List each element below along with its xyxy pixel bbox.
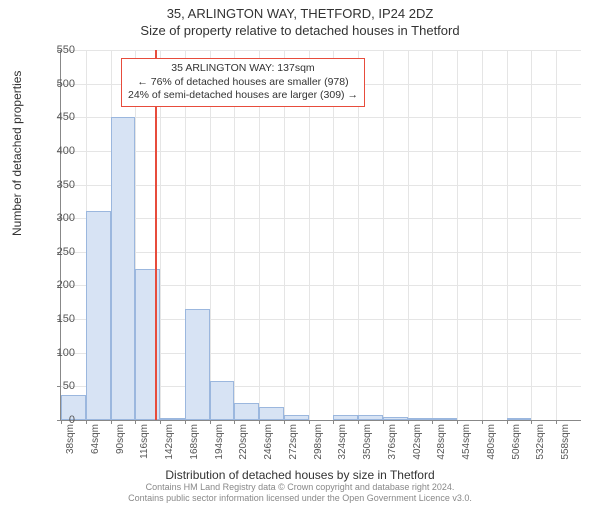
histogram-bar (432, 418, 457, 420)
xtick-label: 116sqm (139, 424, 150, 459)
xtick-mark (482, 420, 483, 424)
xtick-mark (234, 420, 235, 424)
gridline-h (61, 185, 581, 186)
xtick-label: 38sqm (65, 424, 76, 454)
ytick-label: 200 (25, 279, 75, 291)
histogram-bar (507, 418, 532, 420)
xtick-mark (383, 420, 384, 424)
xtick-label: 558sqm (560, 424, 571, 460)
gridline-v (457, 50, 458, 420)
footer-line1: Contains HM Land Registry data © Crown c… (0, 482, 600, 493)
x-axis-label: Distribution of detached houses by size … (0, 468, 600, 482)
xtick-label: 428sqm (436, 424, 447, 460)
annotation-box: 35 ARLINGTON WAY: 137sqm← 76% of detache… (121, 58, 365, 107)
xtick-mark (531, 420, 532, 424)
xtick-mark (86, 420, 87, 424)
histogram-bar (210, 381, 235, 420)
xtick-label: 168sqm (189, 424, 200, 460)
xtick-label: 532sqm (535, 424, 546, 460)
histogram-bar (234, 403, 259, 420)
annotation-line3: 24% of semi-detached houses are larger (… (128, 89, 358, 103)
xtick-mark (185, 420, 186, 424)
gridline-h (61, 151, 581, 152)
xtick-mark (507, 420, 508, 424)
histogram-bar (259, 407, 284, 420)
xtick-mark (111, 420, 112, 424)
title-line1: 35, ARLINGTON WAY, THETFORD, IP24 2DZ (0, 6, 600, 21)
xtick-label: 64sqm (90, 424, 101, 454)
annotation-line1: 35 ARLINGTON WAY: 137sqm (128, 62, 358, 76)
gridline-h (61, 50, 581, 51)
ytick-label: 150 (25, 313, 75, 325)
gridline-v (482, 50, 483, 420)
xtick-label: 376sqm (387, 424, 398, 460)
gridline-v (383, 50, 384, 420)
xtick-mark (309, 420, 310, 424)
footer-line2: Contains public sector information licen… (0, 493, 600, 504)
xtick-label: 298sqm (313, 424, 324, 460)
xtick-label: 272sqm (288, 424, 299, 460)
xtick-mark (333, 420, 334, 424)
xtick-mark (210, 420, 211, 424)
xtick-mark (160, 420, 161, 424)
xtick-label: 350sqm (362, 424, 373, 460)
gridline-h (61, 252, 581, 253)
ytick-label: 550 (25, 44, 75, 56)
gridline-v (556, 50, 557, 420)
histogram-bar (185, 309, 210, 420)
xtick-label: 194sqm (214, 424, 225, 460)
xtick-label: 142sqm (164, 424, 175, 460)
footer-attribution: Contains HM Land Registry data © Crown c… (0, 482, 600, 504)
xtick-mark (284, 420, 285, 424)
plot-region: 38sqm64sqm90sqm116sqm142sqm168sqm194sqm2… (60, 50, 581, 421)
xtick-label: 454sqm (461, 424, 472, 460)
xtick-label: 246sqm (263, 424, 274, 460)
xtick-label: 220sqm (238, 424, 249, 460)
xtick-mark (358, 420, 359, 424)
histogram-bar (284, 415, 309, 420)
gridline-h (61, 218, 581, 219)
histogram-bar (333, 415, 358, 420)
y-axis-label: Number of detached properties (10, 71, 24, 236)
gridline-v (531, 50, 532, 420)
histogram-bar (111, 117, 136, 420)
histogram-bar (358, 415, 383, 420)
ytick-label: 500 (25, 78, 75, 90)
xtick-label: 506sqm (511, 424, 522, 460)
gridline-h (61, 117, 581, 118)
histogram-bar (383, 417, 408, 420)
ytick-label: 100 (25, 347, 75, 359)
xtick-label: 480sqm (486, 424, 497, 460)
gridline-v (432, 50, 433, 420)
ytick-label: 50 (25, 380, 75, 392)
ytick-label: 350 (25, 179, 75, 191)
title-line2: Size of property relative to detached ho… (0, 23, 600, 38)
ytick-label: 250 (25, 246, 75, 258)
xtick-label: 402sqm (412, 424, 423, 460)
ytick-label: 300 (25, 212, 75, 224)
xtick-mark (408, 420, 409, 424)
histogram-bar (408, 418, 433, 420)
xtick-mark (457, 420, 458, 424)
ytick-label: 400 (25, 145, 75, 157)
xtick-label: 90sqm (115, 424, 126, 454)
xtick-mark (259, 420, 260, 424)
xtick-mark (556, 420, 557, 424)
xtick-mark (135, 420, 136, 424)
histogram-bar (160, 418, 185, 420)
gridline-v (408, 50, 409, 420)
gridline-v (507, 50, 508, 420)
ytick-label: 450 (25, 111, 75, 123)
annotation-line2: ← 76% of detached houses are smaller (97… (128, 76, 358, 90)
chart-area: 38sqm64sqm90sqm116sqm142sqm168sqm194sqm2… (60, 50, 580, 420)
xtick-mark (432, 420, 433, 424)
xtick-label: 324sqm (337, 424, 348, 460)
ytick-label: 0 (25, 414, 75, 426)
histogram-bar (86, 211, 111, 420)
